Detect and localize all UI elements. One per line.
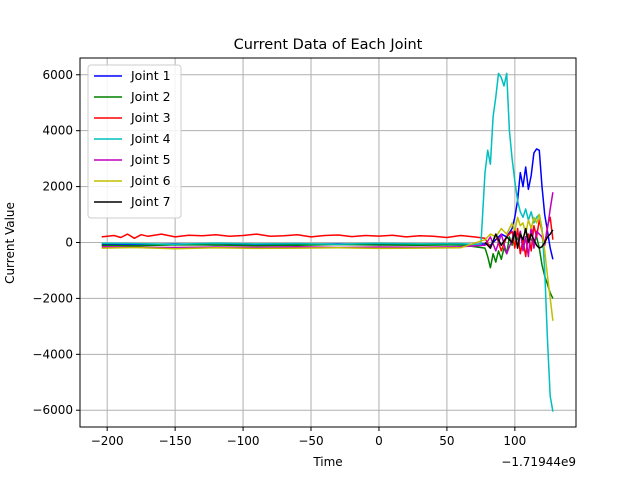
x-axis-label: Time — [312, 455, 342, 469]
chart-title: Current Data of Each Joint — [234, 37, 423, 53]
y-tick-label: 6000 — [42, 68, 73, 82]
x-tick-label: 0 — [375, 434, 383, 448]
x-tick-label: 50 — [439, 434, 454, 448]
x-tick-label: 100 — [503, 434, 526, 448]
legend-label-joint-1: Joint 1 — [130, 68, 171, 83]
legend-label-joint-2: Joint 2 — [130, 89, 171, 104]
legend-box — [87, 64, 182, 219]
legend-label-joint-4: Joint 4 — [130, 131, 171, 146]
series-line-joint-1 — [101, 148, 554, 260]
series-line-joint-6 — [101, 213, 554, 321]
y-tick-label: 2000 — [42, 180, 73, 194]
plot-area — [101, 72, 554, 412]
y-tick-label: −2000 — [32, 291, 73, 305]
series-line-joint-4 — [101, 72, 554, 412]
x-tick-label: −100 — [227, 434, 260, 448]
legend-label-joint-3: Joint 3 — [130, 110, 171, 125]
x-tick-label: −200 — [91, 434, 124, 448]
series-line-joint-7 — [484, 227, 554, 249]
legend-label-joint-6: Joint 6 — [130, 173, 171, 188]
y-tick-label: −4000 — [32, 347, 73, 361]
legend: Joint 1 Joint 2 Joint 3 Joint 4 Joint 5 Joint… — [87, 64, 182, 219]
y-tick-label: 4000 — [42, 124, 73, 138]
x-tick-label: −150 — [159, 434, 192, 448]
ticks: −200 −150 −100 −50 0 50 100 −6000 −4000 −2000 0 200… — [32, 68, 526, 448]
legend-label-joint-7: Joint 7 — [130, 194, 171, 209]
x-offset-label: −1.71944e9 — [501, 455, 576, 469]
x-tick-label: −50 — [298, 434, 323, 448]
y-axis-label: Current Value — [3, 202, 17, 284]
y-tick-label: −6000 — [32, 403, 73, 417]
y-tick-label: 0 — [65, 236, 73, 250]
legend-label-joint-5: Joint 5 — [130, 152, 171, 167]
